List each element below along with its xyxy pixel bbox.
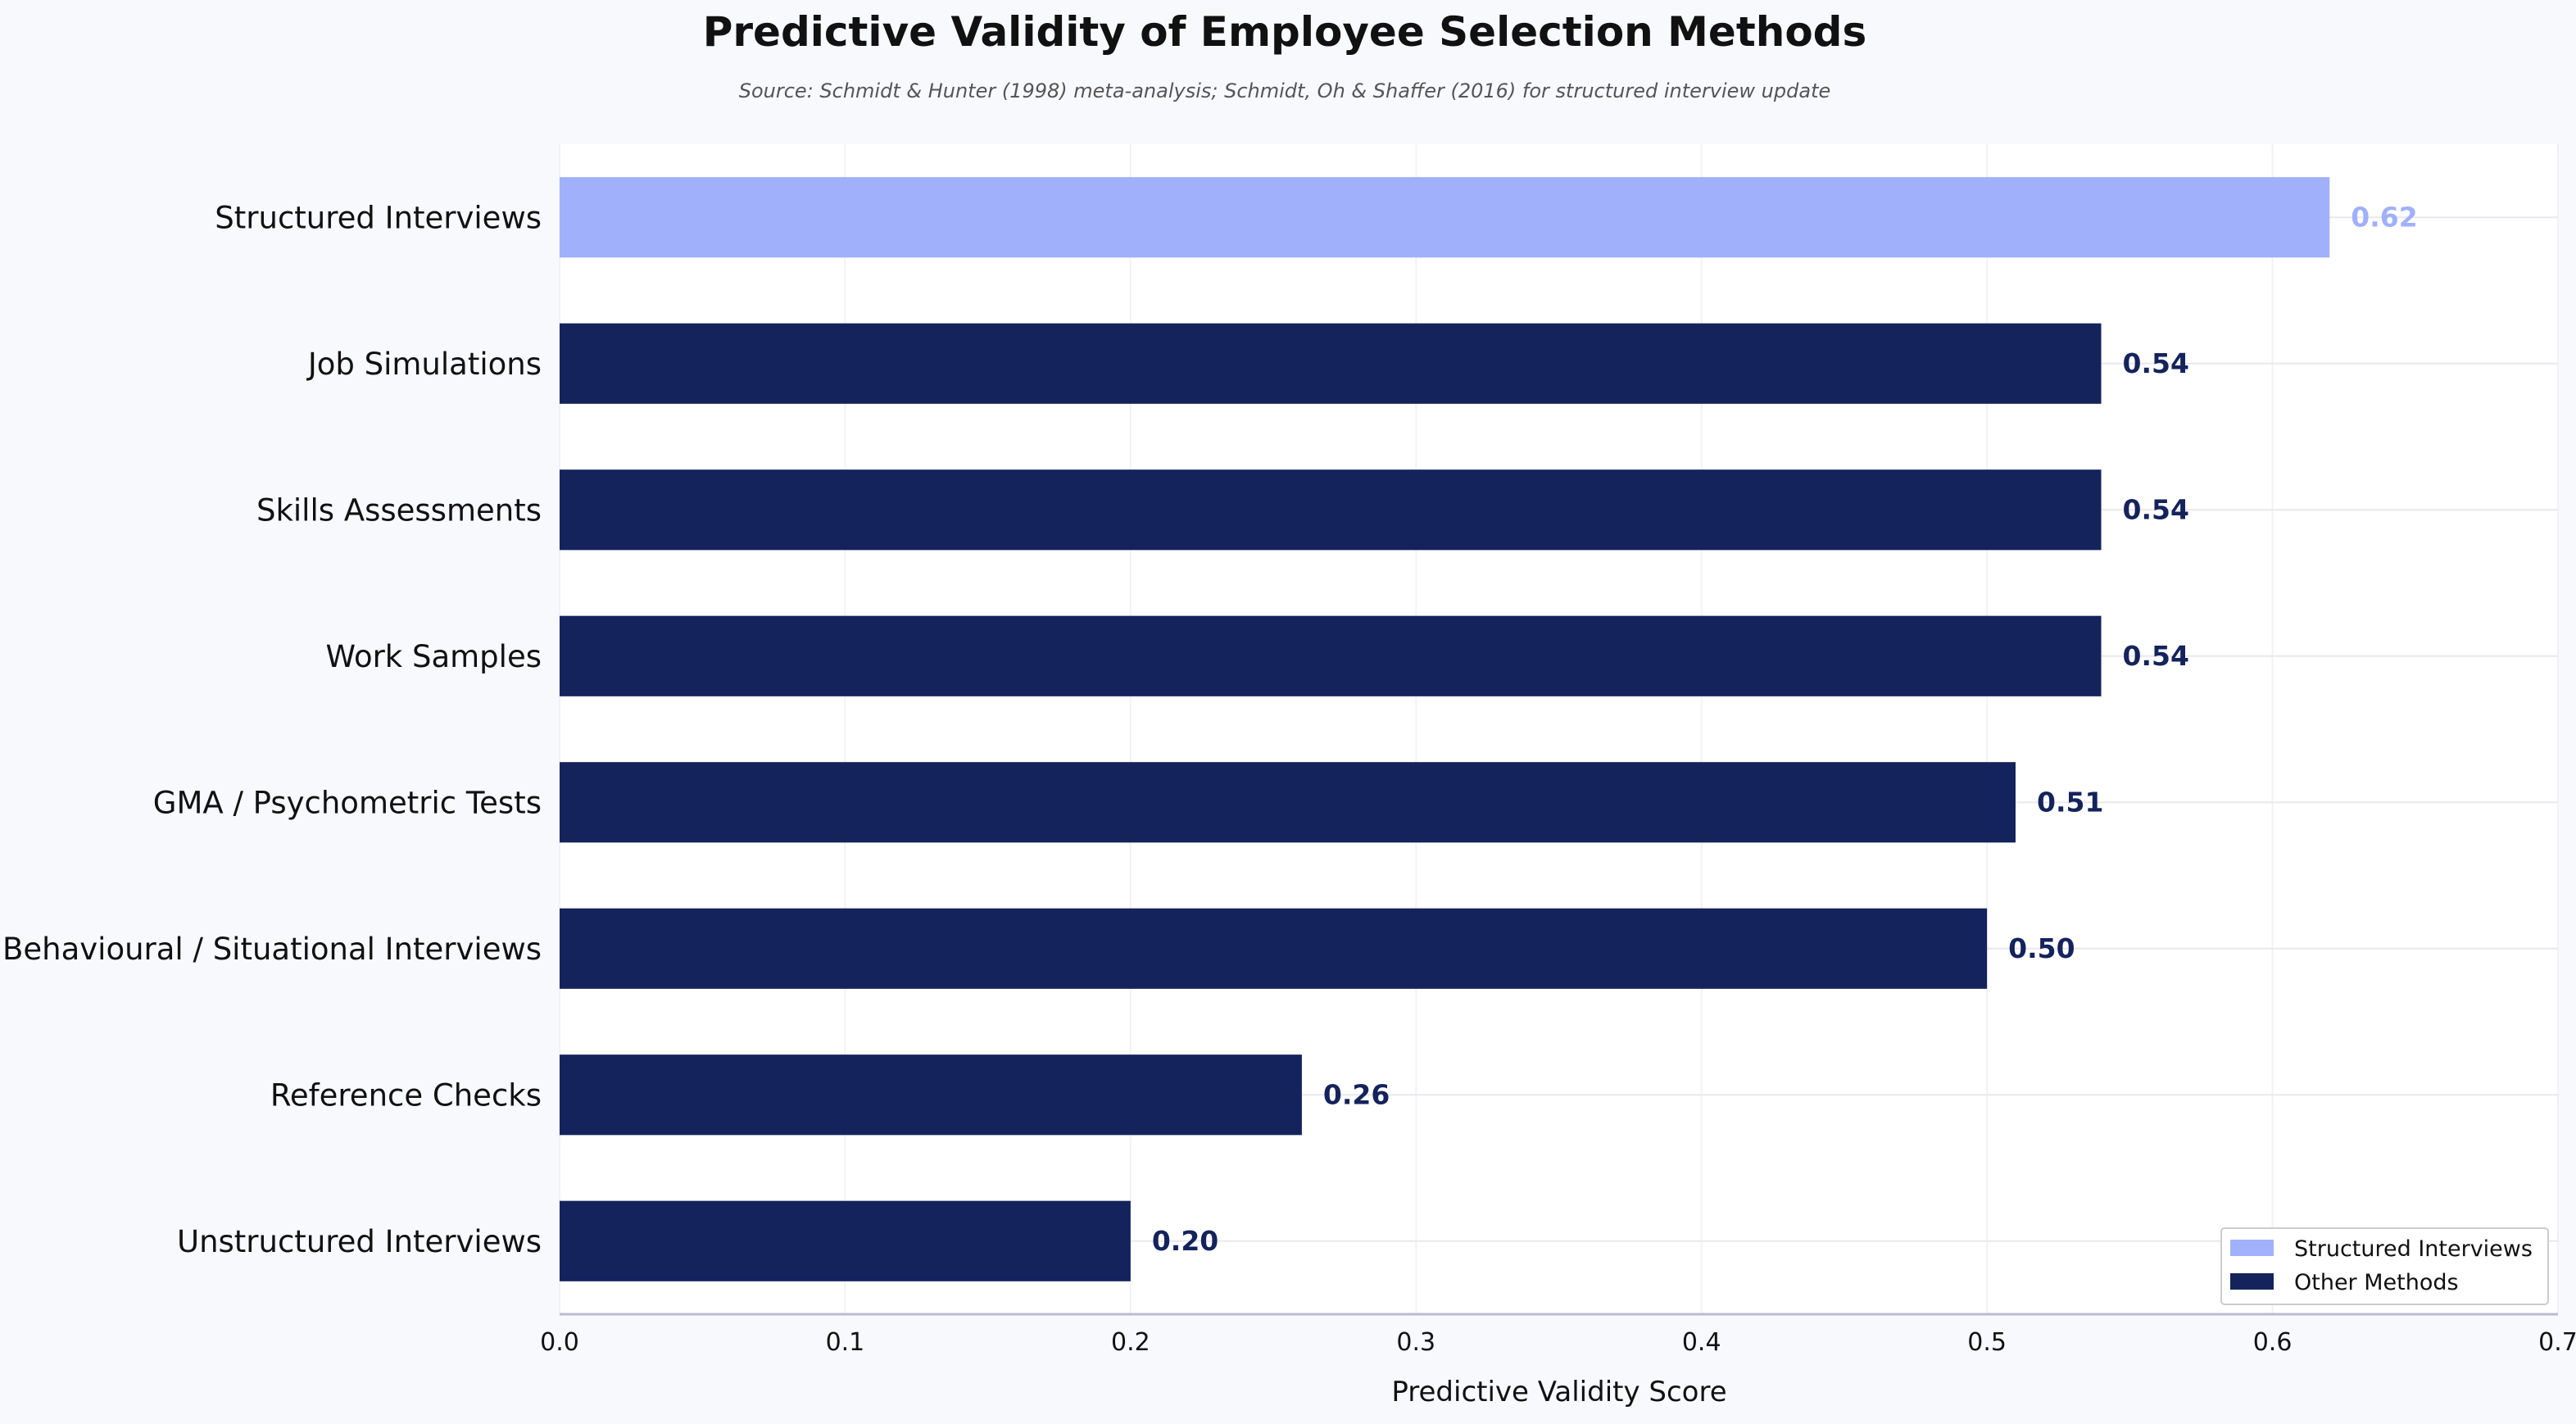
x-tick-label: 0.5 <box>1967 1328 2007 1357</box>
x-tick-label: 0.6 <box>2253 1328 2293 1357</box>
category-label: Unstructured Interviews <box>177 1224 542 1259</box>
x-axis-label: Predictive Validity Score <box>1391 1376 1726 1408</box>
category-label: GMA / Psychometric Tests <box>153 785 542 820</box>
legend-label-structured: Structured Interviews <box>2294 1236 2533 1262</box>
x-axis-ticks: 0.0 0.1 0.2 0.3 0.4 0.5 0.6 0.7 <box>540 1328 2576 1357</box>
bar <box>560 762 2016 843</box>
legend-swatch-structured <box>2230 1240 2274 1256</box>
bar <box>560 908 1988 989</box>
x-tick-label: 0.3 <box>1396 1328 1435 1357</box>
data-label: 0.20 <box>1152 1225 1218 1257</box>
category-label: Skills Assessments <box>256 492 542 528</box>
legend: Structured Interviews Other Methods <box>2220 1227 2549 1305</box>
data-label: 0.26 <box>1323 1078 1390 1110</box>
plot-area <box>560 144 2558 1314</box>
data-label: 0.54 <box>2123 493 2189 525</box>
data-label: 0.62 <box>2351 201 2417 233</box>
bar <box>560 1054 1302 1136</box>
data-label: 0.54 <box>2123 640 2189 672</box>
value-labels: 0.62 0.54 0.54 0.54 0.51 0.50 0.26 0.20 <box>1152 201 2418 1257</box>
x-tick-label: 0.1 <box>826 1328 865 1357</box>
bars <box>560 177 2330 1281</box>
category-label: Job Simulations <box>306 347 542 382</box>
legend-swatch-other <box>2230 1273 2274 1290</box>
x-tick-label: 0.4 <box>1682 1328 1721 1357</box>
x-tick-label: 0.7 <box>2538 1328 2576 1357</box>
data-label: 0.50 <box>2008 932 2075 964</box>
legend-label-other: Other Methods <box>2294 1270 2459 1295</box>
chart-subtitle: Source: Schmidt & Hunter (1998) meta-ana… <box>739 79 1831 102</box>
data-label: 0.54 <box>2123 347 2189 379</box>
category-label: Behavioural / Situational Interviews <box>2 932 542 967</box>
category-label: Work Samples <box>326 639 542 674</box>
category-label: Reference Checks <box>270 1077 542 1113</box>
x-tick-label: 0.2 <box>1111 1328 1150 1357</box>
data-label: 0.51 <box>2037 786 2103 818</box>
chart-title: Predictive Validity of Employee Selectio… <box>703 8 1866 56</box>
legend-box <box>2220 1227 2549 1305</box>
bar <box>560 177 2330 258</box>
bar <box>560 1200 1131 1281</box>
category-label: Structured Interviews <box>215 200 542 235</box>
bar <box>560 469 2102 551</box>
bar <box>560 323 2102 404</box>
category-labels: Structured Interviews Job Simulations Skil… <box>2 200 542 1259</box>
bar <box>560 615 2102 696</box>
x-tick-label: 0.0 <box>540 1328 579 1357</box>
